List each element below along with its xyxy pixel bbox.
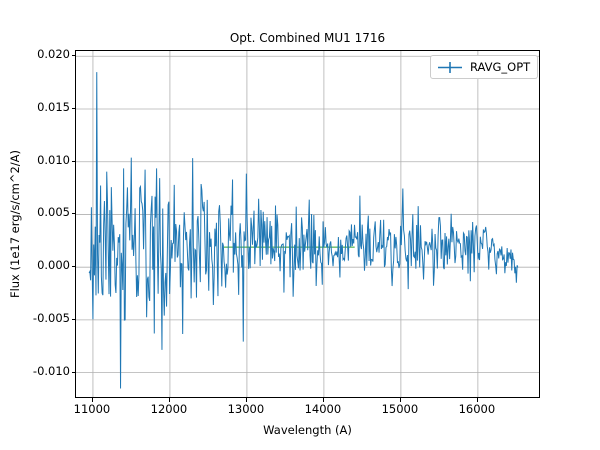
y-tick-mark <box>71 266 75 268</box>
x-axis-tick-labels: 11000 12000 13000 14000 15000 16000 <box>0 403 600 423</box>
x-tick-label: 11000 <box>73 402 111 416</box>
legend-entry-label: RAVG_OPT <box>470 60 531 74</box>
x-axis-label: Wavelength (A) <box>263 423 352 437</box>
x-tick-mark <box>245 398 247 402</box>
spectrum-line-ravg-opt <box>88 72 519 389</box>
y-tick-mark <box>71 371 75 373</box>
spectrum-plot-svg <box>76 51 539 397</box>
plot-axes <box>75 50 540 398</box>
chart-title: Opt. Combined MU1 1716 <box>229 31 386 45</box>
chart-legend[interactable]: RAVG_OPT <box>430 55 539 79</box>
y-tick-label: 0.000 <box>37 258 70 273</box>
y-tick-mark <box>71 108 75 109</box>
x-tick-label: 16000 <box>458 402 496 416</box>
y-tick-mark <box>71 160 75 162</box>
y-tick-mark <box>71 55 75 57</box>
y-tick-label: 0.020 <box>37 47 70 62</box>
x-tick-mark <box>399 398 401 402</box>
data-series-layer <box>88 72 519 389</box>
x-tick-mark <box>322 398 324 402</box>
x-tick-label: 12000 <box>150 402 188 416</box>
x-tick-mark <box>168 398 170 402</box>
errorbar-marker-icon <box>438 61 462 73</box>
y-tick-label: 0.005 <box>37 205 70 220</box>
y-tick-mark <box>71 318 75 320</box>
y-tick-label: 0.015 <box>37 100 70 114</box>
y-tick-mark <box>71 213 75 215</box>
x-tick-label: 13000 <box>227 402 265 416</box>
x-tick-mark <box>476 398 478 402</box>
y-axis-tick-labels: -0.010 -0.005 0.000 0.005 0.010 0.015 0.020 <box>14 0 70 450</box>
y-tick-label: -0.010 <box>32 363 70 378</box>
x-tick-label: 14000 <box>304 402 342 416</box>
x-tick-mark <box>91 398 93 402</box>
x-tick-label: 15000 <box>381 402 419 416</box>
y-tick-label: 0.010 <box>37 152 70 167</box>
y-tick-label: -0.005 <box>32 310 70 325</box>
y-axis-label: Flux (1e17 erg/s/cm^2/A) <box>8 149 22 299</box>
